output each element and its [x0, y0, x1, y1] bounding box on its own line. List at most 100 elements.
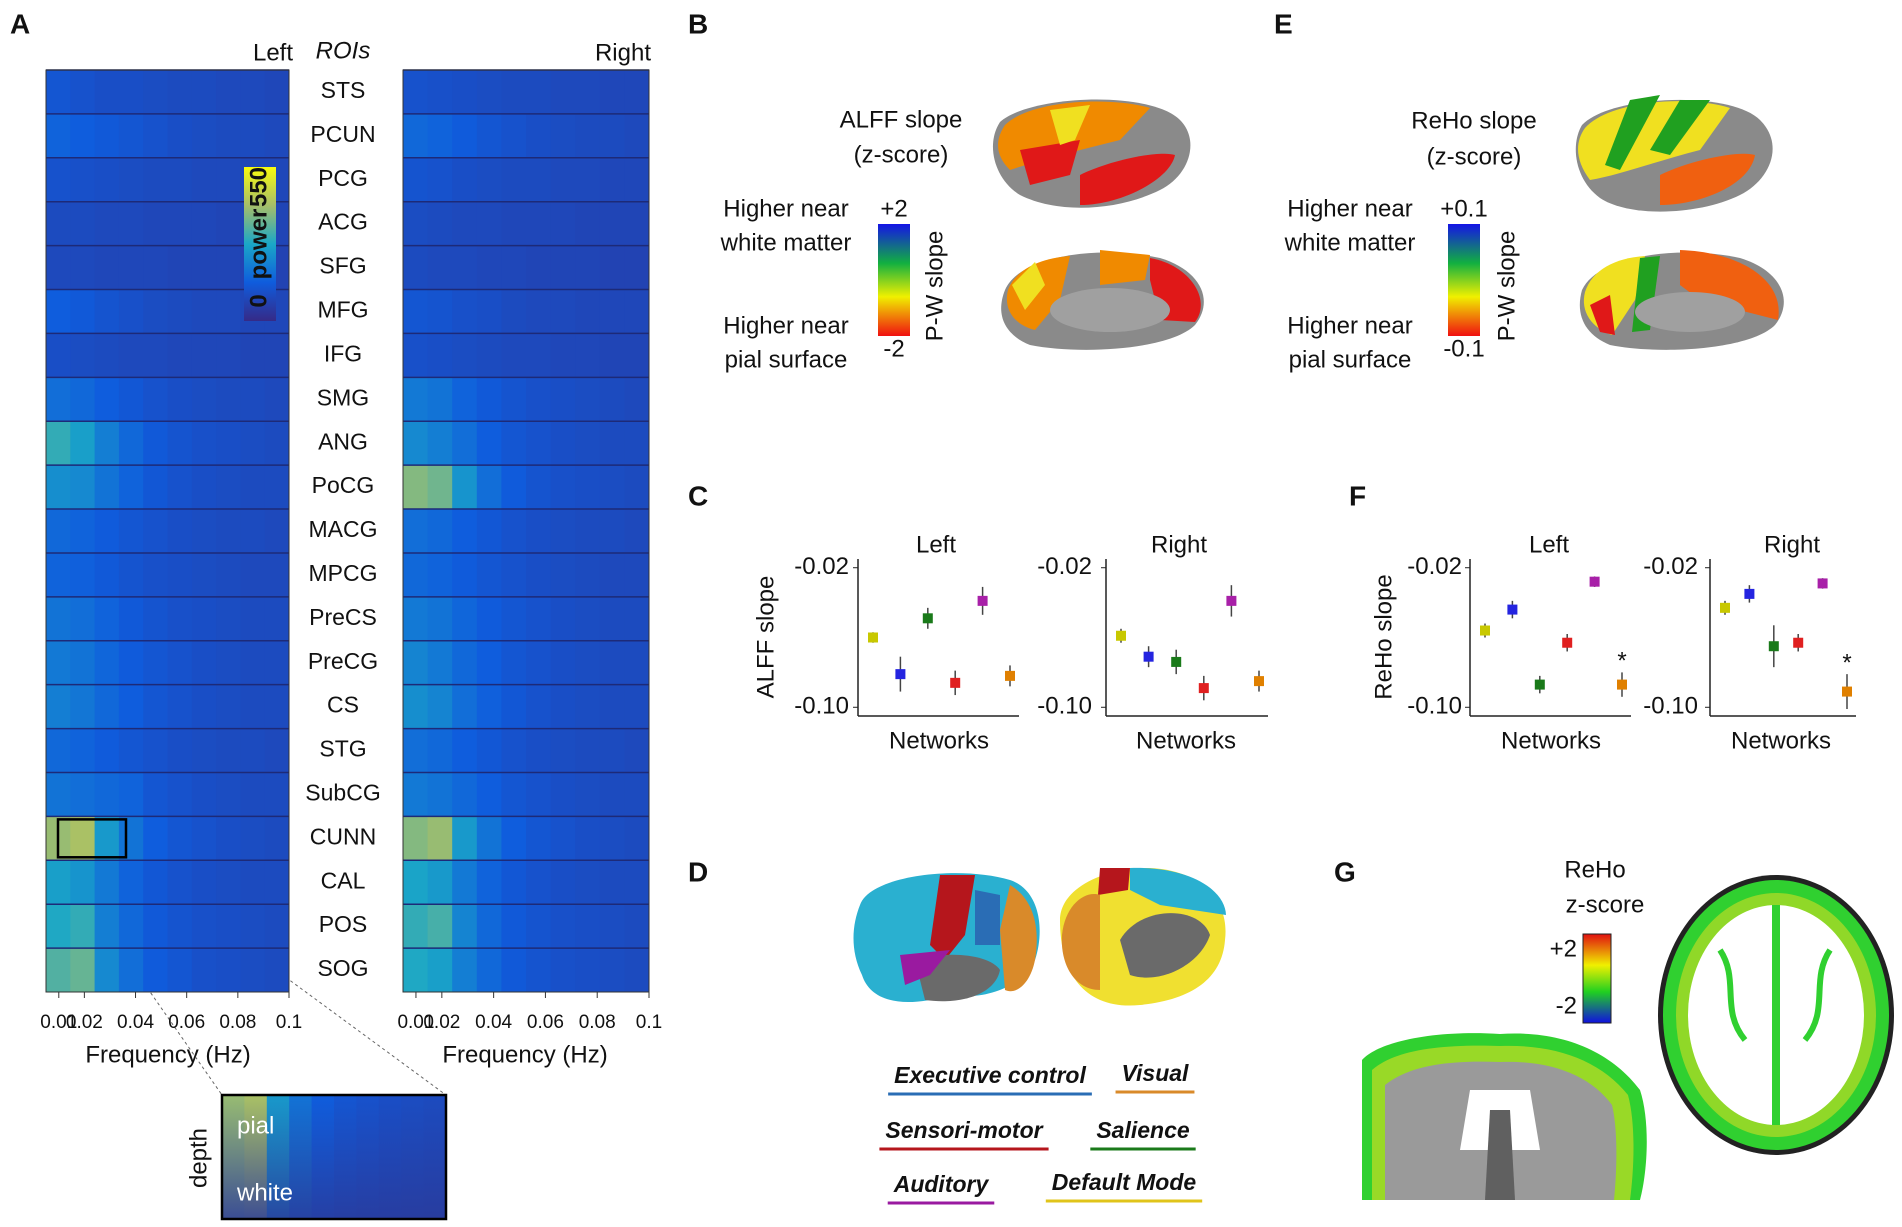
point — [977, 595, 988, 606]
roi-label: PreCS — [309, 604, 377, 630]
heatmap-cell — [476, 816, 502, 861]
heatmap-cell — [118, 201, 144, 247]
heatmap-cell — [167, 816, 193, 861]
heatmap-cell — [46, 772, 71, 817]
heatmap-cell — [501, 596, 527, 642]
heatmap-cell — [240, 684, 266, 730]
heatmap-cell — [216, 289, 241, 334]
heatmap-cell — [526, 772, 552, 817]
panel-label: G — [1334, 856, 1356, 887]
axial-slice — [1658, 875, 1894, 1155]
series-title: Left — [253, 39, 293, 66]
coronal-slice — [1362, 1033, 1647, 1200]
heatmap-cell — [624, 333, 650, 378]
heatmap-cell — [550, 245, 576, 291]
heatmap-cell — [427, 113, 453, 159]
roi-label: STG — [319, 736, 366, 762]
heatmap-cell — [476, 465, 502, 510]
heatmap-cell — [167, 948, 193, 993]
roi-label: SMG — [317, 384, 369, 410]
roi-label: IFG — [324, 340, 362, 366]
heatmap-cell — [216, 640, 241, 686]
heatmap-cell — [240, 509, 266, 554]
heatmap-frame — [402, 69, 650, 993]
heatmap-cell — [476, 904, 502, 949]
heatmap-cell — [526, 596, 552, 642]
heatmap-cell — [452, 157, 478, 203]
brain-lateral — [992, 99, 1191, 208]
heatmap-cell — [167, 377, 193, 422]
heatmap-cell — [575, 421, 601, 466]
legend-label: Auditory — [893, 1171, 990, 1197]
heatmap-cell — [264, 421, 290, 466]
heatmap-cell — [427, 465, 453, 510]
heatmap-cell — [216, 113, 241, 159]
point — [1817, 578, 1828, 589]
heatmap-cell — [599, 596, 625, 642]
heatmap-cell — [403, 245, 429, 291]
heatmap-cell — [575, 728, 601, 773]
heatmap-cell — [240, 70, 266, 115]
heatmap-cell — [94, 70, 120, 115]
heatmap-cell — [599, 201, 625, 247]
heatmap-cell — [118, 289, 144, 334]
heatmap-cell — [599, 904, 625, 949]
heatmap-cell — [575, 70, 601, 115]
heatmap-cell — [191, 245, 217, 291]
heatmap-cell — [501, 289, 527, 334]
heatmap-cell — [143, 684, 168, 730]
heatmap-cell — [575, 113, 601, 159]
heatmap-cell — [427, 552, 453, 598]
heatmap-cell — [46, 509, 71, 554]
heatmap-cell — [476, 640, 502, 686]
heatmap-cell — [216, 509, 241, 554]
heatmap-cell — [452, 948, 478, 993]
heatmap-cell — [46, 552, 71, 598]
heatmap-cell — [476, 377, 502, 422]
heatmap-cell — [240, 816, 266, 861]
heatmap-cell — [403, 289, 429, 334]
heatmap-cell — [216, 245, 241, 291]
heatmap-cell — [191, 816, 217, 861]
heatmap-cell — [427, 904, 453, 949]
heatmap-cell — [70, 596, 96, 642]
heatmap-cell — [240, 728, 266, 773]
heatmap-cell — [191, 157, 217, 203]
point — [1507, 604, 1518, 615]
direction-label: pial surface — [725, 346, 848, 373]
heatmap-cell — [264, 509, 290, 554]
heatmap-cell — [264, 684, 290, 730]
heatmap-cell — [624, 421, 650, 466]
heatmap-cell — [575, 860, 601, 905]
heatmap-cell — [476, 333, 502, 378]
colorbar-label: P-W slope — [1493, 231, 1520, 342]
heatmap-cell — [118, 465, 144, 510]
heatmap-cell — [70, 772, 96, 817]
heatmap-cell — [403, 333, 429, 378]
heatmap-cell — [240, 421, 266, 466]
inset-label: white — [236, 1179, 293, 1206]
roi-label: POS — [319, 911, 368, 937]
heatmap-cell — [240, 640, 266, 686]
legend-label: Visual — [1122, 1060, 1190, 1086]
heatmap-cell — [167, 113, 193, 159]
heatmap-cell — [599, 377, 625, 422]
colorbar — [878, 224, 910, 336]
heatmap-cell — [452, 509, 478, 554]
heatmap-cell — [550, 552, 576, 598]
x-tick-label: 0.1 — [276, 1012, 302, 1033]
heatmap-cell — [70, 904, 96, 949]
colorbar-title: ReHo — [1564, 856, 1625, 883]
colorbar-title: ALFF slope — [840, 106, 963, 133]
heatmap-cell — [599, 684, 625, 730]
y-tick-label: -0.02 — [794, 553, 849, 580]
heatmap-cell — [452, 904, 478, 949]
heatmap-cell — [427, 157, 453, 203]
heatmap-cell — [191, 948, 217, 993]
heatmap-cell — [452, 333, 478, 378]
x-axis-title: Networks — [889, 727, 989, 754]
colorbar-label: P-W slope — [921, 231, 948, 342]
series-title: Right — [595, 39, 651, 66]
heatmap-cell — [427, 728, 453, 773]
brain-medial — [1001, 250, 1204, 350]
